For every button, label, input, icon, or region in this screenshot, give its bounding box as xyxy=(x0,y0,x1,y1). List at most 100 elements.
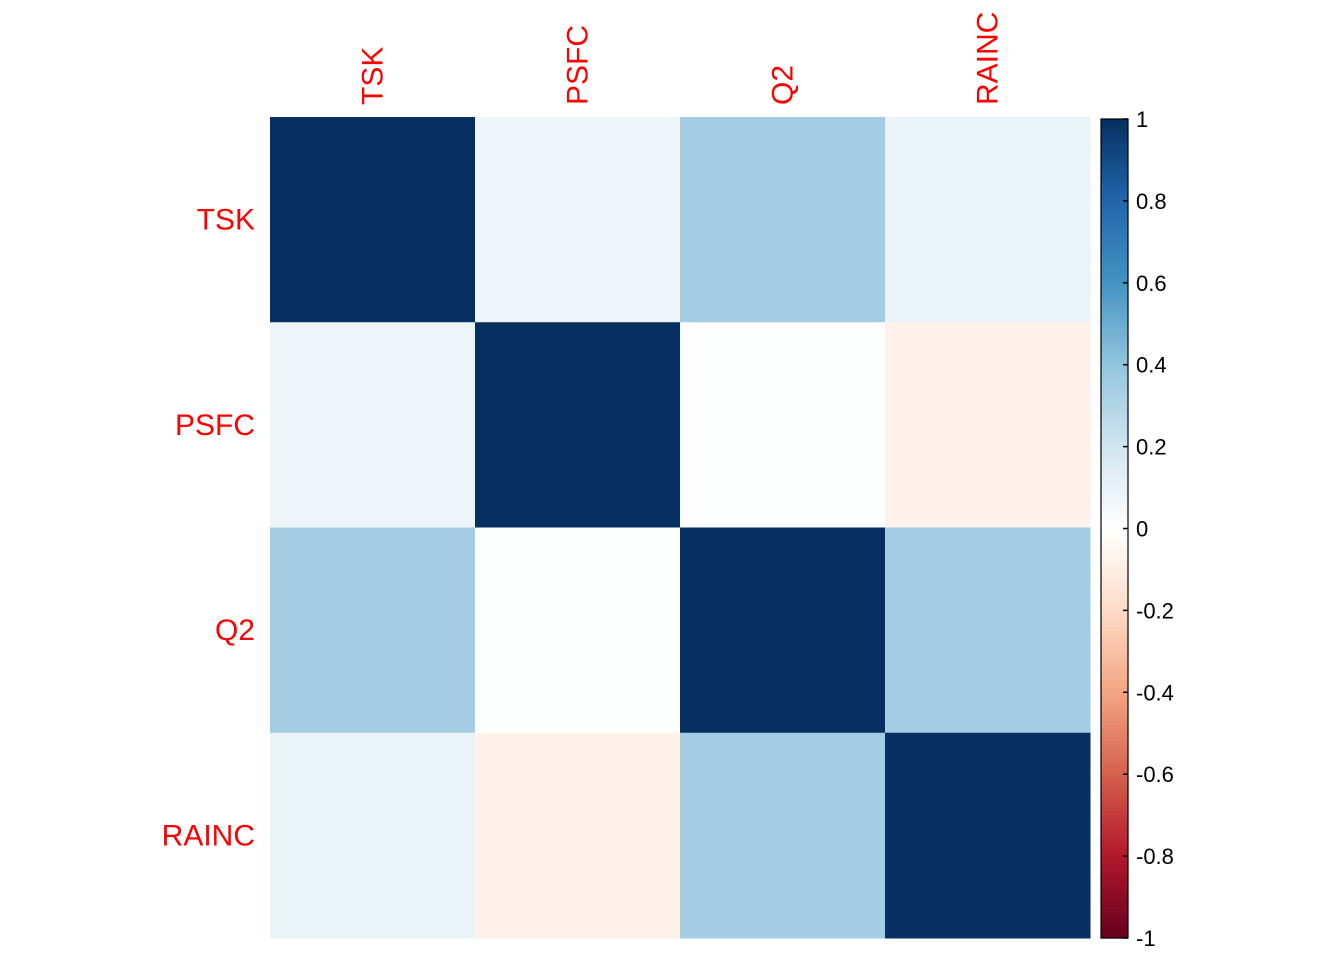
colorbar-segment xyxy=(1101,123,1128,128)
colorbar-segment xyxy=(1101,467,1128,472)
colorbar-segment xyxy=(1101,213,1128,218)
colorbar-segment xyxy=(1101,573,1128,579)
colorbar-segment xyxy=(1101,749,1128,755)
column-label-psfc: PSFC xyxy=(562,25,595,105)
colorbar-segment xyxy=(1101,401,1128,407)
colorbar-segment xyxy=(1101,434,1128,440)
colorbar-segment xyxy=(1101,491,1128,497)
colorbar-segment xyxy=(1101,892,1128,898)
colorbar-segment xyxy=(1101,618,1128,624)
colorbar-segment xyxy=(1101,925,1128,931)
colorbar-segment xyxy=(1101,356,1128,362)
colorbar-segment xyxy=(1101,225,1128,231)
colorbar-segment xyxy=(1101,626,1128,632)
colorbar-segment xyxy=(1101,184,1128,190)
colorbar-segment xyxy=(1101,684,1128,689)
colorbar-tick-label: 0 xyxy=(1136,517,1148,542)
heatmap-cell-rainc-q2 xyxy=(680,732,886,939)
colorbar-segment xyxy=(1101,761,1128,767)
heatmap-cell-rainc-psfc xyxy=(475,732,681,939)
colorbar-segment xyxy=(1101,180,1128,186)
colorbar-segment xyxy=(1101,864,1128,869)
colorbar-segment xyxy=(1101,802,1128,808)
colorbar-segment xyxy=(1101,921,1128,927)
colorbar-segment xyxy=(1101,454,1128,460)
colorbar-segment xyxy=(1101,426,1128,431)
colorbar-segment xyxy=(1101,311,1128,317)
colorbar-segment xyxy=(1101,323,1128,329)
column-label-tsk: TSK xyxy=(357,47,390,105)
colorbar-segment xyxy=(1101,901,1128,906)
colorbar-segment xyxy=(1101,135,1128,141)
colorbar-segment xyxy=(1101,737,1128,743)
colorbar-segment xyxy=(1101,299,1128,304)
colorbar-segment xyxy=(1101,790,1128,796)
colorbar-segment xyxy=(1101,241,1128,247)
colorbar-segment xyxy=(1101,413,1128,419)
colorbar-segment xyxy=(1101,168,1128,173)
colorbar-segment xyxy=(1101,315,1128,321)
column-labels: TSK PSFC Q2 RAINC xyxy=(357,12,1005,105)
colorbar-segment xyxy=(1101,192,1128,198)
colorbar-segment xyxy=(1101,565,1128,571)
colorbar-segment xyxy=(1101,327,1128,333)
colorbar-segment xyxy=(1101,647,1128,652)
colorbar-segment xyxy=(1101,643,1128,648)
colorbar-segment xyxy=(1101,462,1128,468)
colorbar-segment xyxy=(1101,385,1128,390)
colorbar-tick-label: 0.8 xyxy=(1136,189,1167,214)
colorbar-segment xyxy=(1101,278,1128,284)
colorbar-segment xyxy=(1101,348,1128,354)
colorbar-tick-label: 0.6 xyxy=(1136,271,1167,296)
colorbar-segment xyxy=(1101,139,1128,145)
colorbar-segment xyxy=(1101,634,1128,640)
colorbar-segment xyxy=(1101,381,1128,386)
colorbar-segment xyxy=(1101,233,1128,239)
colorbar-segment xyxy=(1101,888,1128,894)
colorbar-segment xyxy=(1101,499,1128,505)
colorbar-segment xyxy=(1101,204,1128,210)
row-label-rainc: RAINC xyxy=(162,819,255,852)
heatmap-cell-tsk-tsk xyxy=(270,117,476,323)
colorbar-segment xyxy=(1101,839,1128,845)
colorbar-segment xyxy=(1101,405,1128,411)
colorbar-segment xyxy=(1101,905,1128,910)
colorbar-tick-label: -0.2 xyxy=(1136,598,1174,623)
colorbar-segment xyxy=(1101,151,1128,157)
colorbar-segment xyxy=(1101,450,1128,456)
colorbar-segment xyxy=(1101,290,1128,296)
colorbar-segment xyxy=(1101,344,1128,349)
colorbar-segment xyxy=(1101,503,1128,509)
colorbar-segment xyxy=(1101,847,1128,853)
colorbar-segment xyxy=(1101,680,1128,685)
colorbar-segment xyxy=(1101,909,1128,915)
colorbar-segment xyxy=(1101,512,1128,517)
colorbar-tick-label: -0.4 xyxy=(1136,680,1174,705)
heatmap-cell-psfc-psfc xyxy=(475,322,681,528)
colorbar-segment xyxy=(1101,508,1128,513)
colorbar-segment xyxy=(1101,209,1128,214)
colorbar-segment xyxy=(1101,614,1128,620)
colorbar-segment xyxy=(1101,794,1128,800)
colorbar-segment xyxy=(1101,610,1128,616)
colorbar-segment xyxy=(1101,933,1128,939)
row-label-q2: Q2 xyxy=(215,614,255,647)
heatmap-cell-psfc-q2 xyxy=(680,322,886,528)
colorbar-segment xyxy=(1101,589,1128,595)
colorbar-segment xyxy=(1101,540,1128,546)
colorbar-segment xyxy=(1101,745,1128,751)
colorbar-segment xyxy=(1101,675,1128,681)
colorbar-segment xyxy=(1101,868,1128,874)
colorbar-segment xyxy=(1101,860,1128,865)
colorbar-segment xyxy=(1101,364,1128,370)
colorbar-segment xyxy=(1101,798,1128,804)
colorbar-segment xyxy=(1101,479,1128,485)
colorbar-segment xyxy=(1101,172,1128,177)
colorbar-segment xyxy=(1101,557,1128,562)
colorbar-segment xyxy=(1101,753,1128,759)
heatmap-cell-tsk-rainc xyxy=(885,117,1091,323)
heatmap-cells xyxy=(270,117,1091,939)
colorbar-segment xyxy=(1101,741,1128,747)
colorbar-segment xyxy=(1101,606,1128,611)
colorbar-segment xyxy=(1101,340,1128,345)
